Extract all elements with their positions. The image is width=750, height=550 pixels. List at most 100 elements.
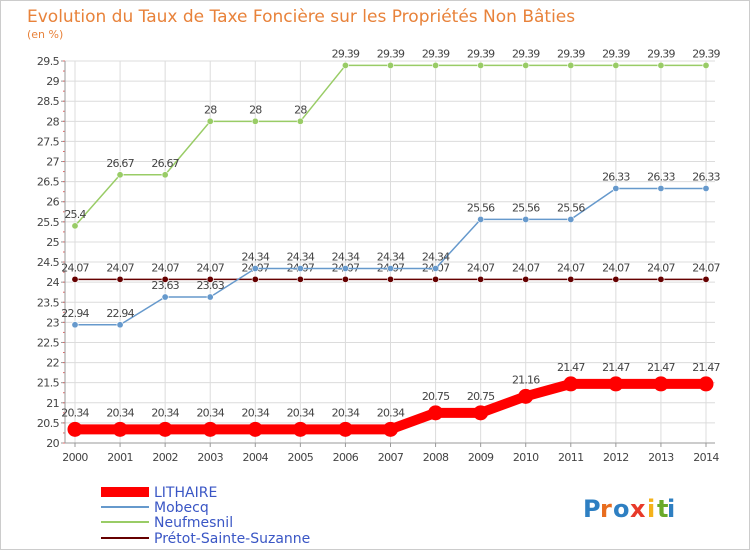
data-label: 21.47 xyxy=(557,361,585,374)
data-point xyxy=(383,421,398,437)
data-label: 24.07 xyxy=(512,261,540,274)
data-label: 20.34 xyxy=(106,406,134,419)
data-label: 24.34 xyxy=(332,250,360,263)
y-tick-label: 24.5 xyxy=(37,256,60,269)
legend: LITHAIREMobecqNeufmesnilPrétot-Sainte-Su… xyxy=(101,485,310,547)
data-label: 29.39 xyxy=(557,47,585,60)
data-point xyxy=(337,421,353,437)
data-label: 29.39 xyxy=(602,47,630,60)
data-label: 24.07 xyxy=(602,261,630,274)
data-label: 29.39 xyxy=(692,47,720,60)
data-point xyxy=(653,376,669,392)
data-point xyxy=(612,275,620,283)
y-tick-label: 27 xyxy=(46,156,59,169)
logo-letter: r xyxy=(600,495,612,523)
series-lithaire: 20.34 20.34 20.34 20.34 20.34 20.34 20.34 20.34… xyxy=(61,361,721,437)
legend-label: Neufmesnil xyxy=(154,515,233,531)
legend-item: LITHAIRE xyxy=(101,485,217,501)
data-label: 28 xyxy=(204,103,217,116)
data-point xyxy=(567,275,575,283)
data-point xyxy=(247,421,263,437)
x-tick-label: 2010 xyxy=(513,451,539,464)
data-label: 24.34 xyxy=(287,250,315,263)
legend-swatch xyxy=(101,487,149,497)
data-point xyxy=(386,61,394,69)
data-label: 24.07 xyxy=(692,261,720,274)
data-point xyxy=(657,184,665,192)
data-point xyxy=(251,275,259,283)
legend-item: Neufmesnil xyxy=(101,515,233,531)
logo-letter: i xyxy=(667,495,675,523)
data-label: 20.34 xyxy=(242,406,270,419)
data-label: 24.07 xyxy=(61,261,89,274)
logo-letter: i xyxy=(647,495,655,523)
data-point xyxy=(67,421,83,437)
x-tick-label: 2005 xyxy=(288,451,314,464)
data-point xyxy=(702,275,710,283)
x-tick-label: 2012 xyxy=(603,451,629,464)
legend-item: Mobecq xyxy=(101,500,209,516)
data-point xyxy=(473,405,489,421)
y-tick-label: 22.5 xyxy=(37,336,60,349)
logo-letter: P xyxy=(583,495,601,523)
data-point xyxy=(522,61,530,69)
x-tick-label: 2000 xyxy=(62,451,88,464)
y-tick-label: 21.5 xyxy=(37,377,60,390)
data-label: 29.39 xyxy=(332,47,360,60)
data-point xyxy=(657,275,665,283)
data-point xyxy=(702,184,710,192)
data-point xyxy=(116,275,124,283)
data-label: 25.56 xyxy=(467,201,495,214)
data-point xyxy=(567,61,575,69)
data-point xyxy=(292,421,308,437)
x-tick-label: 2007 xyxy=(378,451,404,464)
x-tick-label: 2009 xyxy=(468,451,494,464)
data-point xyxy=(386,275,394,283)
data-label: 25.4 xyxy=(64,208,86,221)
data-label: 23.63 xyxy=(196,279,224,292)
chart-title: Evolution du Taux de Taxe Foncière sur l… xyxy=(27,7,575,27)
legend-label: LITHAIRE xyxy=(154,485,217,501)
data-point xyxy=(702,61,710,69)
data-point xyxy=(341,275,349,283)
data-point xyxy=(161,293,169,301)
y-tick-label: 29 xyxy=(46,75,59,88)
x-tick-label: 2004 xyxy=(242,451,268,464)
data-label: 26.33 xyxy=(692,170,720,183)
data-point xyxy=(251,264,259,272)
data-label: 22.94 xyxy=(106,307,134,320)
data-label: 29.39 xyxy=(377,47,405,60)
data-label: 24.34 xyxy=(377,250,405,263)
series-neufmesnil: 25.4 26.67 26.67 28 28 28 29.39 29.39 29.39 29.39… xyxy=(64,47,721,230)
data-label: 26.67 xyxy=(151,157,179,170)
data-point xyxy=(432,61,440,69)
data-label: 25.56 xyxy=(512,201,540,214)
data-label: 29.39 xyxy=(512,47,540,60)
y-tick-label: 21 xyxy=(46,397,59,410)
data-point xyxy=(698,376,714,392)
logo-letter: t xyxy=(657,495,668,523)
data-label: 20.34 xyxy=(196,406,224,419)
legend-label: Mobecq xyxy=(154,500,209,516)
y-tick-label: 29.5 xyxy=(37,55,60,68)
data-point xyxy=(567,215,575,223)
data-label: 24.07 xyxy=(467,261,495,274)
x-tick-label: 2001 xyxy=(107,451,133,464)
data-point xyxy=(612,61,620,69)
data-point xyxy=(71,321,79,329)
data-point xyxy=(116,321,124,329)
y-tick-label: 23 xyxy=(46,316,59,329)
data-point xyxy=(202,421,218,437)
data-label: 25.56 xyxy=(557,201,585,214)
data-point xyxy=(477,215,485,223)
data-label: 24.07 xyxy=(647,261,675,274)
data-point xyxy=(612,184,620,192)
data-point xyxy=(518,388,534,404)
data-label: 21.47 xyxy=(647,361,675,374)
x-tick-label: 2013 xyxy=(648,451,674,464)
y-tick-label: 26 xyxy=(46,196,59,209)
data-point xyxy=(71,275,79,283)
data-label: 24.07 xyxy=(196,261,224,274)
